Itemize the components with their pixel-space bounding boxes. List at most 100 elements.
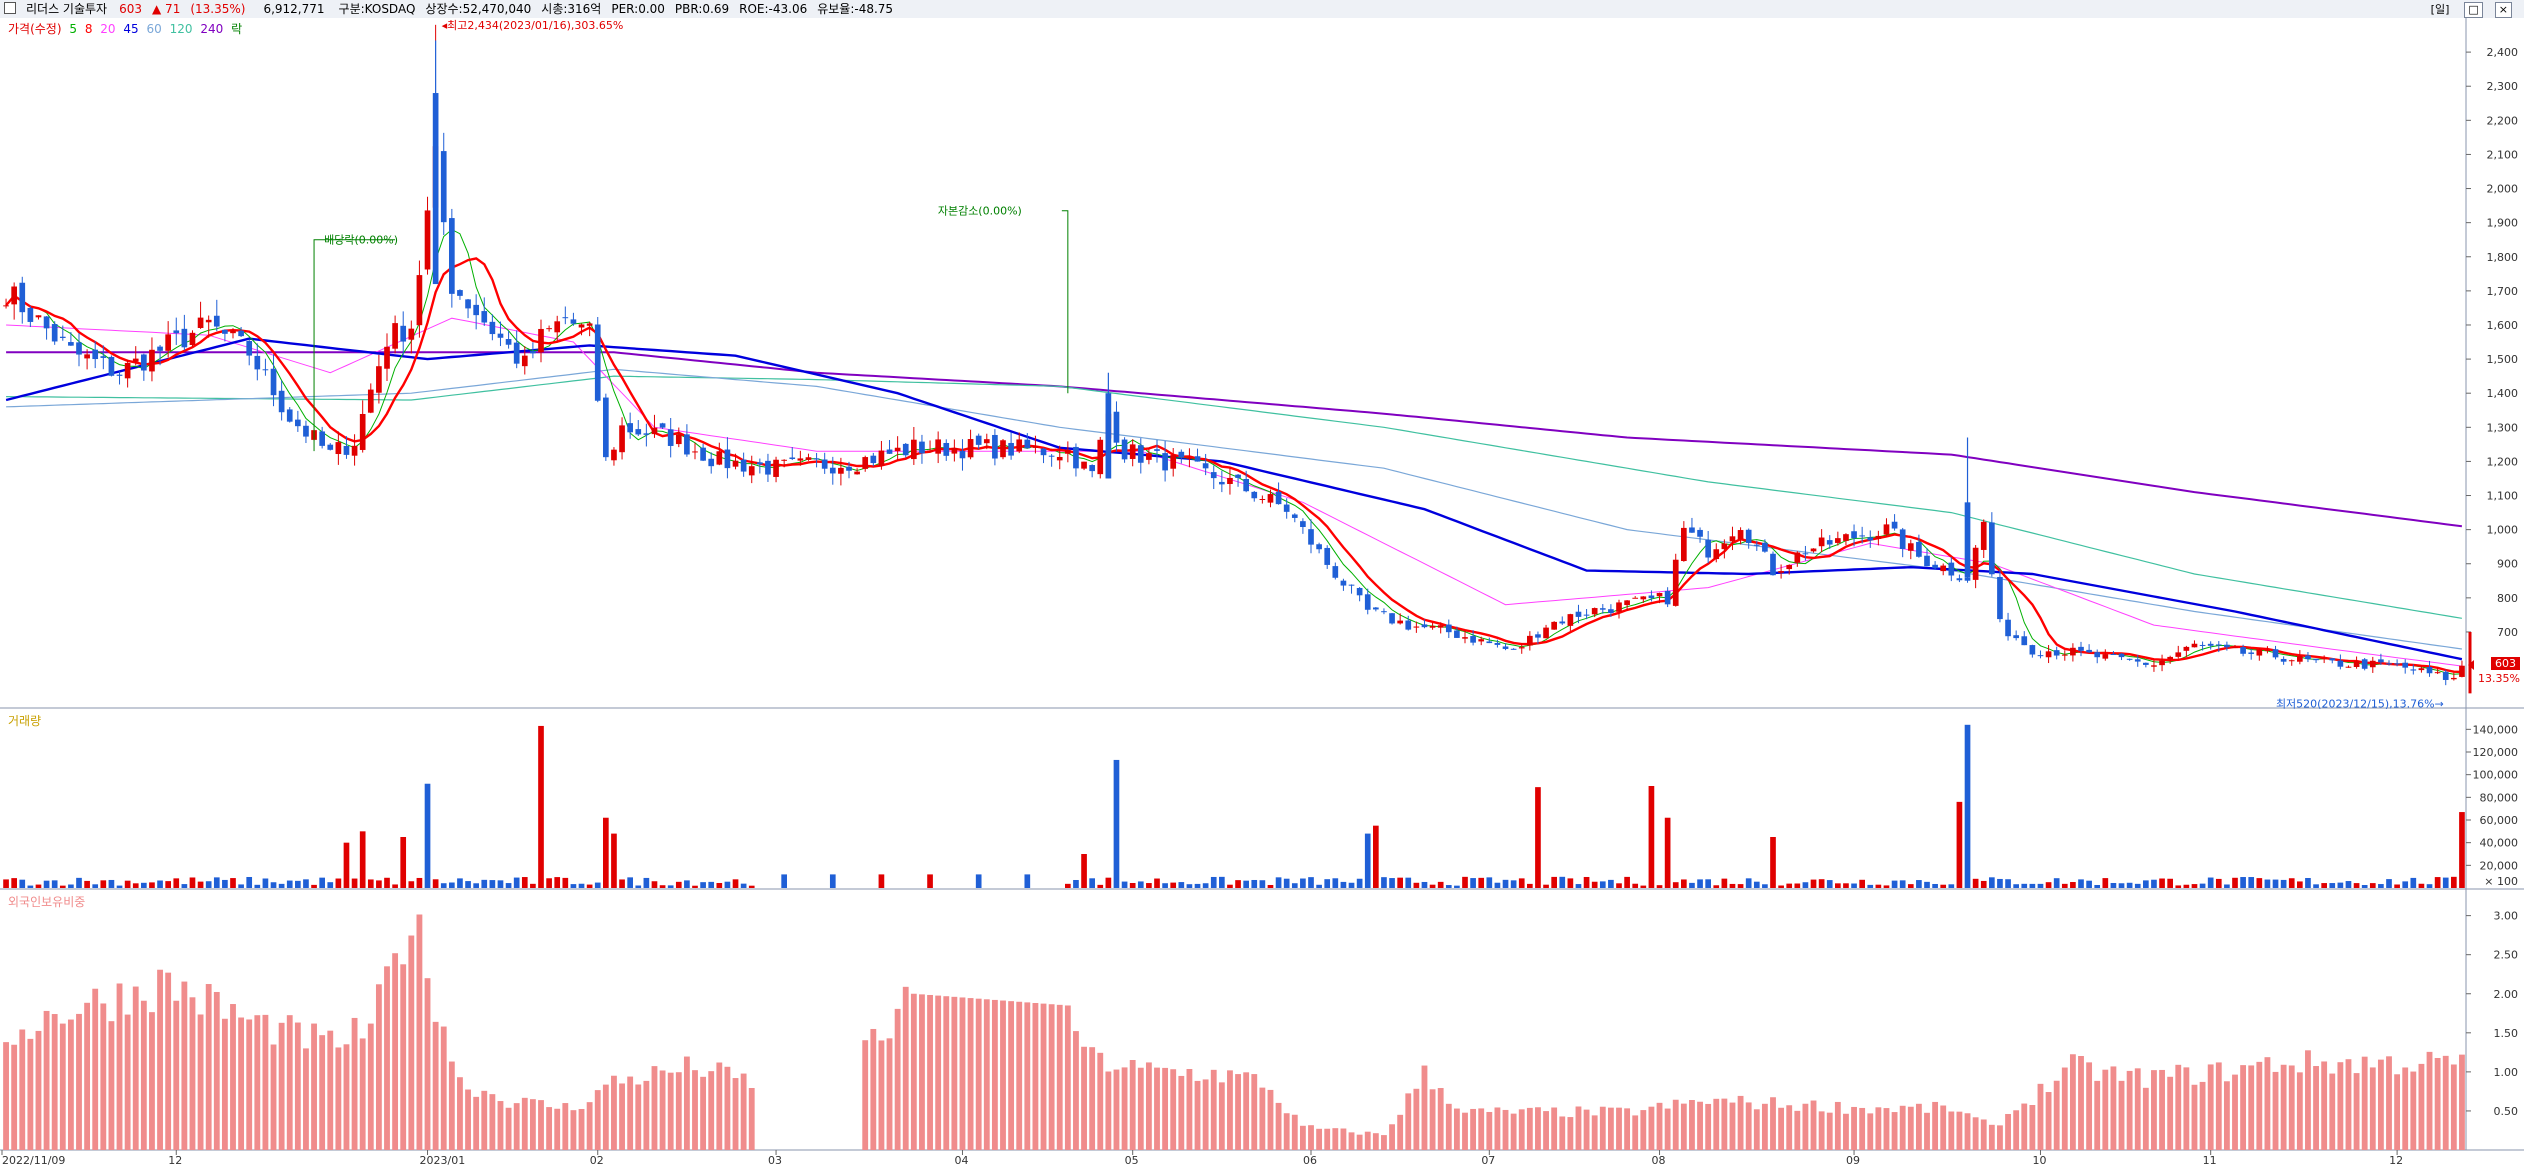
foreign-ratio-bar — [2037, 1083, 2044, 1150]
candle-body — [2126, 658, 2133, 660]
foreign-ratio-bar — [465, 1089, 471, 1150]
restore-button[interactable]: □ — [2464, 2, 2483, 18]
volume-bar — [1543, 884, 1549, 888]
candle-body — [2386, 663, 2392, 665]
volume-bar — [319, 877, 325, 888]
volume-bar — [1502, 879, 1509, 888]
volume-bar — [667, 885, 674, 888]
candle-body — [1916, 541, 1922, 557]
candle-body — [1599, 608, 1606, 610]
candle-body — [1129, 444, 1136, 459]
foreign-ratio-bar — [1105, 1071, 1112, 1150]
candle-body — [100, 356, 107, 358]
volume-bar — [692, 885, 698, 888]
volume-bar — [1527, 883, 1533, 888]
volume-bar — [2191, 884, 2198, 888]
candle-body — [132, 358, 139, 362]
foreign-tick-label: 2.50 — [2494, 949, 2519, 962]
foreign-ratio-bar — [2110, 1066, 2117, 1150]
foreign-ratio-bar — [392, 953, 399, 1150]
volume-total: 6,912,771 — [263, 2, 325, 16]
volume-bar — [1210, 876, 1217, 888]
foreign-ratio-bar — [1275, 1102, 1282, 1150]
candle-body — [327, 444, 334, 450]
volume-bar — [1478, 877, 1485, 888]
foreign-ratio-bar — [2386, 1056, 2392, 1150]
foreign-ratio-bar — [359, 1038, 366, 1150]
candle-body — [878, 450, 885, 466]
volume-bar — [408, 881, 415, 888]
volume-bar — [1429, 884, 1436, 888]
volume-bar — [1924, 881, 1930, 888]
capital-reduction-marker — [1061, 210, 1069, 394]
volume-bar — [1980, 880, 1987, 888]
candle-body — [2224, 644, 2230, 648]
candle-body — [2005, 619, 2011, 637]
foreign-ratio-bar — [1851, 1106, 1857, 1150]
foreign-ratio-bar — [2086, 1062, 2093, 1150]
candle-body — [1616, 602, 1622, 612]
volume-bar — [1932, 883, 1938, 888]
volume-bar — [2159, 878, 2165, 888]
foreign-ratio-bar — [878, 1040, 885, 1150]
foreign-ratio-bar — [1778, 1107, 1785, 1150]
ma8-line — [5, 257, 2462, 674]
volume-bar — [1486, 877, 1493, 888]
candle-body — [505, 339, 512, 345]
candle-body — [2151, 665, 2157, 667]
listed-shares: 상장수:52,470,040 — [425, 2, 532, 16]
volume-bar — [1373, 825, 1379, 888]
foreign-ratio-bar — [2418, 1063, 2425, 1150]
foreign-ratio-bar — [351, 1017, 358, 1150]
foreign-ratio-bar — [2369, 1067, 2376, 1150]
candle-body — [481, 311, 488, 323]
volume-tick-label: 60,000 — [2480, 814, 2519, 827]
foreign-ratio-bar — [335, 1047, 342, 1150]
candle-body — [2167, 656, 2173, 660]
foreign-ratio-bar — [1413, 1088, 1420, 1150]
volume-bar — [189, 877, 196, 888]
foreign-ratio-bar — [570, 1110, 577, 1150]
volume-bar — [2459, 812, 2465, 888]
volume-bar — [1154, 878, 1160, 888]
candle-body — [384, 346, 390, 369]
candle-body — [1624, 600, 1630, 606]
volume-bar — [675, 881, 682, 888]
stock-name: 리더스 기술투자 — [26, 2, 108, 16]
volume-bar — [1178, 882, 1185, 888]
candle-body — [1818, 537, 1825, 547]
candle-body — [51, 324, 58, 342]
foreign-ratio-bar — [2402, 1067, 2409, 1150]
foreign-ratio-bar — [538, 1100, 544, 1150]
candle-body — [2134, 659, 2141, 662]
candle-body — [286, 409, 293, 422]
foreign-ratio-bar — [2280, 1064, 2287, 1150]
spike-candle — [432, 93, 439, 285]
period-button[interactable]: [일] — [2430, 3, 2450, 16]
volume-bar — [570, 884, 577, 888]
foreign-ratio-bar — [440, 1026, 447, 1150]
candle-body — [367, 389, 374, 413]
volume-bar — [1956, 801, 1963, 888]
volume-bar — [11, 878, 17, 888]
foreign-ratio-bar — [1753, 1109, 1760, 1150]
date-tick-label: 04 — [954, 1154, 968, 1167]
foreign-ratio-bar — [2142, 1087, 2149, 1150]
price-tick-label: 2,000 — [2487, 183, 2519, 196]
volume-bar — [530, 883, 536, 888]
foreign-ratio-bar — [2167, 1076, 2174, 1150]
ma5-line — [5, 229, 2462, 675]
volume-bar — [586, 884, 593, 888]
foreign-ratio-bar — [1008, 1001, 1015, 1150]
volume-bar — [1681, 879, 1687, 888]
candle-body — [1778, 571, 1784, 573]
volume-bar — [3, 879, 9, 888]
candle-body — [1899, 529, 1906, 549]
foreign-ratio-bar — [951, 996, 958, 1150]
candle-body — [2183, 646, 2190, 651]
candle-body — [1000, 440, 1006, 458]
close-button[interactable]: × — [2494, 2, 2512, 18]
foreign-ratio-bar — [294, 1022, 301, 1150]
volume-bar — [489, 880, 496, 888]
